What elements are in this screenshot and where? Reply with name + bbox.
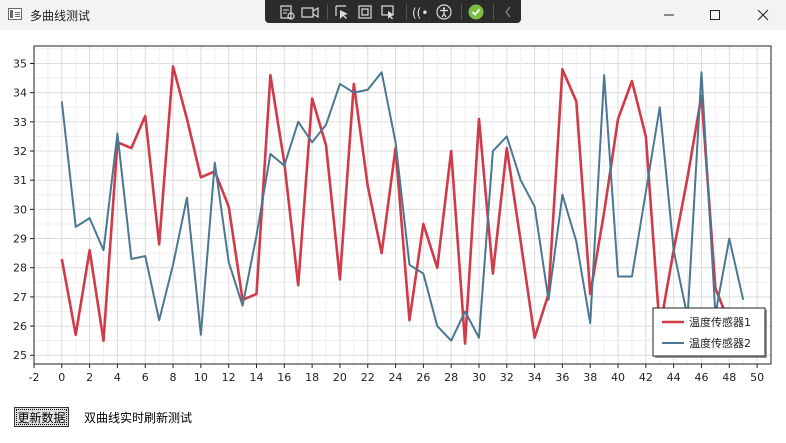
y-tick-label: 29 — [13, 233, 27, 246]
minimize-icon — [664, 14, 674, 16]
y-tick-label: 26 — [13, 320, 27, 333]
hot-reload-icon[interactable]: ((•)) — [411, 3, 431, 21]
x-tick-label: -2 — [29, 371, 40, 384]
plot-frame — [33, 45, 772, 365]
x-tick-label: 4 — [114, 371, 121, 384]
x-tick-label: 40 — [611, 371, 625, 384]
y-tick-label: 33 — [13, 116, 27, 129]
x-tick-label: 28 — [444, 371, 458, 384]
x-tick-label: 44 — [667, 371, 681, 384]
x-tick-label: 32 — [500, 371, 514, 384]
legend-label-2: 温度传感器2 — [689, 336, 751, 350]
app-icon — [8, 8, 22, 20]
x-tick-label: 30 — [472, 371, 486, 384]
test-description-label: 双曲线实时刷新测试 — [84, 411, 193, 425]
legend-box — [652, 307, 766, 357]
y-tick-label: 27 — [13, 291, 27, 304]
y-tick-label: 28 — [13, 262, 27, 275]
x-tick-label: 26 — [416, 371, 430, 384]
accessibility-icon[interactable] — [434, 3, 454, 21]
maximize-button[interactable] — [692, 0, 738, 30]
x-tick-label: 48 — [722, 371, 736, 384]
y-tick-label: 32 — [13, 145, 27, 158]
x-tick-label: 36 — [555, 371, 569, 384]
x-tick-label: 12 — [222, 371, 236, 384]
collapse-toolbar-icon[interactable] — [498, 3, 518, 21]
live-visual-tree-icon[interactable] — [277, 3, 297, 21]
x-tick-label: 34 — [528, 371, 542, 384]
video-icon[interactable] — [300, 3, 320, 21]
toolbar-separator — [493, 3, 494, 20]
close-icon — [757, 9, 769, 21]
x-tick-label: 6 — [142, 371, 149, 384]
minimize-button[interactable] — [646, 0, 692, 30]
series-line-1 — [60, 65, 745, 345]
x-tick-label: 18 — [305, 371, 319, 384]
series-line-2 — [60, 71, 745, 342]
y-tick-label: 35 — [13, 58, 27, 71]
x-tick-label: 14 — [249, 371, 263, 384]
x-tick-label: 10 — [194, 371, 208, 384]
legend-label-1: 温度传感器1 — [689, 315, 751, 329]
close-button[interactable] — [740, 0, 786, 30]
y-tick-label: 25 — [13, 349, 27, 362]
check-icon[interactable] — [466, 3, 486, 21]
x-tick-label: 50 — [750, 371, 764, 384]
x-tick-label: 0 — [58, 371, 65, 384]
debug-toolbar: ((•)) — [265, 0, 521, 23]
x-tick-label: 2 — [86, 371, 93, 384]
toolbar-separator — [460, 3, 462, 20]
y-tick-label: 34 — [13, 87, 27, 100]
x-tick-label: 38 — [583, 371, 597, 384]
select-element-icon[interactable] — [332, 3, 352, 21]
maximize-icon — [710, 10, 720, 20]
x-tick-label: 46 — [694, 371, 708, 384]
y-tick-label: 31 — [13, 174, 27, 187]
toolbar-separator — [405, 3, 407, 20]
update-data-button[interactable]: 更新数据 — [14, 407, 69, 427]
x-tick-label: 20 — [333, 371, 347, 384]
x-tick-label: 24 — [389, 371, 403, 384]
x-tick-label: 42 — [639, 371, 653, 384]
svg-text:((•)): ((•)) — [412, 6, 430, 20]
title-bar: 多曲线测试 ((•)) — [0, 0, 786, 30]
track-focused-element-icon[interactable] — [379, 3, 399, 21]
y-tick-label: 30 — [13, 203, 27, 216]
window-title: 多曲线测试 — [30, 9, 91, 23]
x-tick-label: 22 — [361, 371, 375, 384]
x-tick-label: 8 — [170, 371, 177, 384]
display-layout-adorners-icon[interactable] — [355, 3, 375, 21]
toolbar-separator — [327, 3, 329, 20]
x-tick-label: 16 — [277, 371, 291, 384]
